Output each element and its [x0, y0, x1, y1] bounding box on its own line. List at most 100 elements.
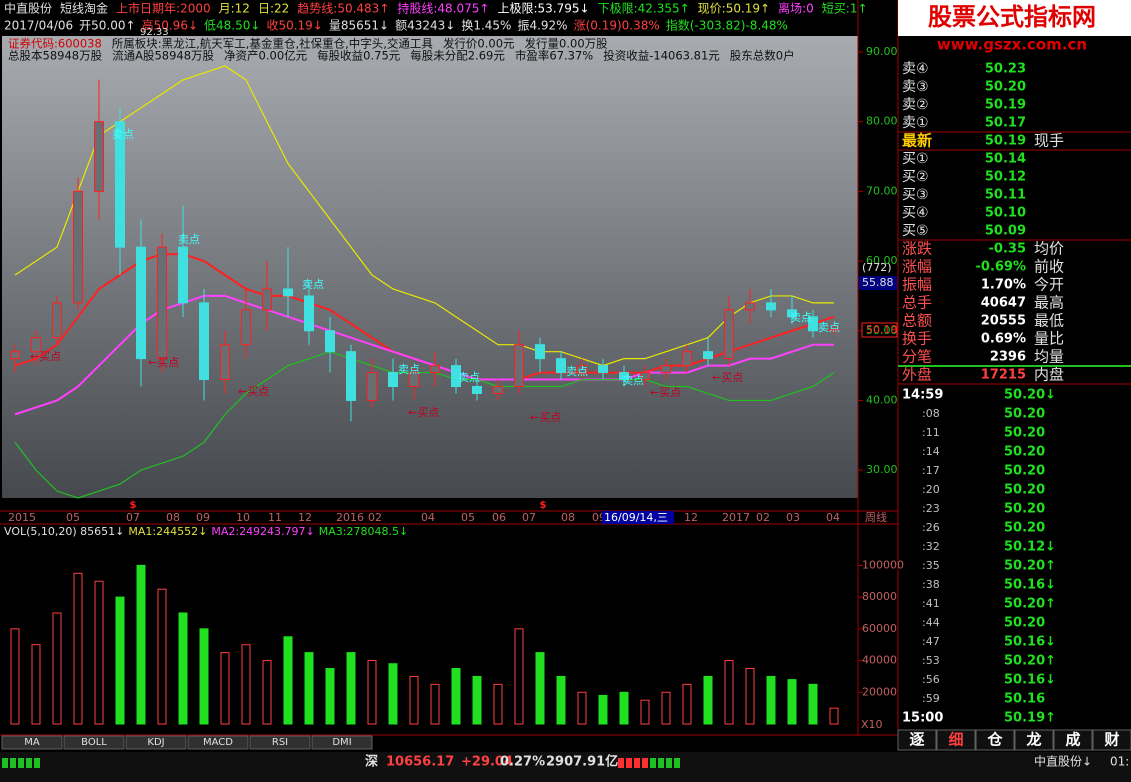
- tab[interactable]: [187, 735, 249, 750]
- header-item: 振4.92%: [517, 19, 567, 33]
- stat-label: 振幅: [902, 276, 932, 294]
- tab-label[interactable]: KDJ: [147, 737, 164, 748]
- side-tab-label[interactable]: 成: [1065, 731, 1080, 749]
- status-stock: 中直股份↓: [1034, 754, 1092, 769]
- indicator-block: [658, 758, 664, 768]
- info-item: 所属板块:黑龙江,航天军工,基金重仓,社保重仓,中字头,交通工具: [112, 37, 434, 51]
- bid-label: 买③: [902, 187, 929, 203]
- tab-label[interactable]: MACD: [203, 737, 233, 748]
- candle-body: [535, 344, 545, 360]
- stat-label: 最低: [1034, 312, 1064, 330]
- header-item: 现价:50.19↑: [698, 2, 770, 16]
- volume-bar: [766, 675, 776, 725]
- tab-label[interactable]: RSI: [272, 737, 288, 748]
- volume-bar: [157, 588, 167, 725]
- stat-value: 0.69%: [981, 332, 1026, 347]
- stat-label: 换手: [902, 330, 932, 348]
- info-item: 股东总数0户: [730, 49, 795, 63]
- period-label: 周线: [865, 510, 887, 524]
- trade-price: 50.20: [1004, 521, 1045, 536]
- candle-body: [367, 372, 377, 401]
- side-tab[interactable]: [936, 729, 976, 751]
- signal-marker: $: [130, 500, 137, 511]
- volume-bar: [304, 652, 314, 725]
- side-tab[interactable]: [1053, 729, 1093, 751]
- tab[interactable]: [63, 735, 125, 750]
- tab[interactable]: [249, 735, 311, 750]
- indicator-line: [14, 294, 834, 416]
- info-item: 总股本58948万股: [8, 49, 103, 63]
- candle-body: [136, 246, 146, 360]
- time-label: 05: [461, 511, 475, 524]
- volume-bar: [577, 691, 587, 725]
- trade-time: :23: [922, 502, 940, 515]
- time-label: 05: [66, 511, 80, 524]
- indicator-block: [666, 758, 672, 768]
- bid-price: 50.10: [985, 206, 1026, 221]
- y-tick-label: 80.00: [866, 115, 898, 128]
- tab-label[interactable]: BOLL: [81, 737, 107, 748]
- candle-body: [829, 328, 839, 332]
- side-tab[interactable]: [975, 729, 1015, 751]
- volume-bar: [829, 707, 839, 725]
- tab-label[interactable]: MA: [24, 737, 40, 748]
- info-item: 发行价0.00元: [443, 37, 515, 51]
- tab-label[interactable]: DMI: [332, 737, 351, 748]
- side-tab-label[interactable]: 财: [1104, 731, 1119, 749]
- tab[interactable]: [311, 735, 373, 750]
- header-item: 中直股份: [4, 1, 52, 16]
- trade-time: :32: [922, 540, 940, 553]
- candle-body: [220, 344, 230, 381]
- header-item: 短线淘金: [60, 1, 108, 16]
- tab[interactable]: [125, 735, 187, 750]
- bid-price: 50.14: [985, 152, 1026, 167]
- volume-bar: [52, 612, 62, 725]
- stat-label: 总手: [902, 294, 932, 312]
- y-tick-label: 50.00: [866, 324, 898, 337]
- ask-label: 卖③: [902, 79, 929, 95]
- high-label: 92.33: [140, 27, 169, 38]
- candle-body: [577, 365, 587, 374]
- trade-time: :53: [922, 654, 940, 667]
- status-time: 01:: [1110, 755, 1129, 769]
- side-tab-label[interactable]: 细: [948, 731, 963, 749]
- trade-time: :17: [922, 464, 940, 477]
- candle-body: [493, 386, 503, 394]
- bid-label: 买⑤: [902, 223, 929, 239]
- candle-body: [283, 288, 293, 297]
- volume-bar: [661, 691, 671, 725]
- signal-label: ←买点: [530, 411, 561, 424]
- side-tab-label[interactable]: 龙: [1025, 731, 1041, 749]
- time-label: 10: [236, 511, 250, 524]
- y-tick-label: 80000: [862, 590, 897, 603]
- y-tick-label: 60.00: [866, 254, 898, 267]
- info-item: 流通A股58948万股: [112, 49, 214, 63]
- time-label: 03: [786, 511, 800, 524]
- volume-bar: [10, 628, 20, 725]
- y-tick-label: 30.00: [866, 463, 898, 476]
- trade-time: :26: [922, 521, 940, 534]
- side-tab-label[interactable]: 仓: [986, 731, 1003, 749]
- trade-price: 50.20: [1004, 483, 1045, 498]
- side-tab[interactable]: [897, 729, 937, 751]
- side-tab-label[interactable]: 逐: [909, 731, 924, 749]
- side-tab[interactable]: [1014, 729, 1054, 751]
- side-tab[interactable]: [1092, 729, 1131, 751]
- candle-body: [388, 372, 398, 388]
- indicator-block: [26, 758, 32, 768]
- info-item: 投资收益-14063.81元: [603, 49, 720, 63]
- stat-value: 40647: [981, 296, 1026, 311]
- tab[interactable]: [1, 735, 63, 750]
- volume-bar: [367, 660, 377, 725]
- volume-bar: [514, 628, 524, 725]
- volume-bar: [430, 683, 440, 725]
- trade-time: :20: [922, 483, 940, 496]
- trade-price: 50.20: [1004, 407, 1045, 422]
- stat-label: 前收: [1034, 258, 1064, 276]
- volume-title: MA3:278048.5↓: [319, 525, 408, 538]
- volume-bar: [598, 694, 608, 725]
- indicator-block: [674, 758, 680, 768]
- indicator-block: [634, 758, 640, 768]
- volume-bar: [472, 675, 482, 725]
